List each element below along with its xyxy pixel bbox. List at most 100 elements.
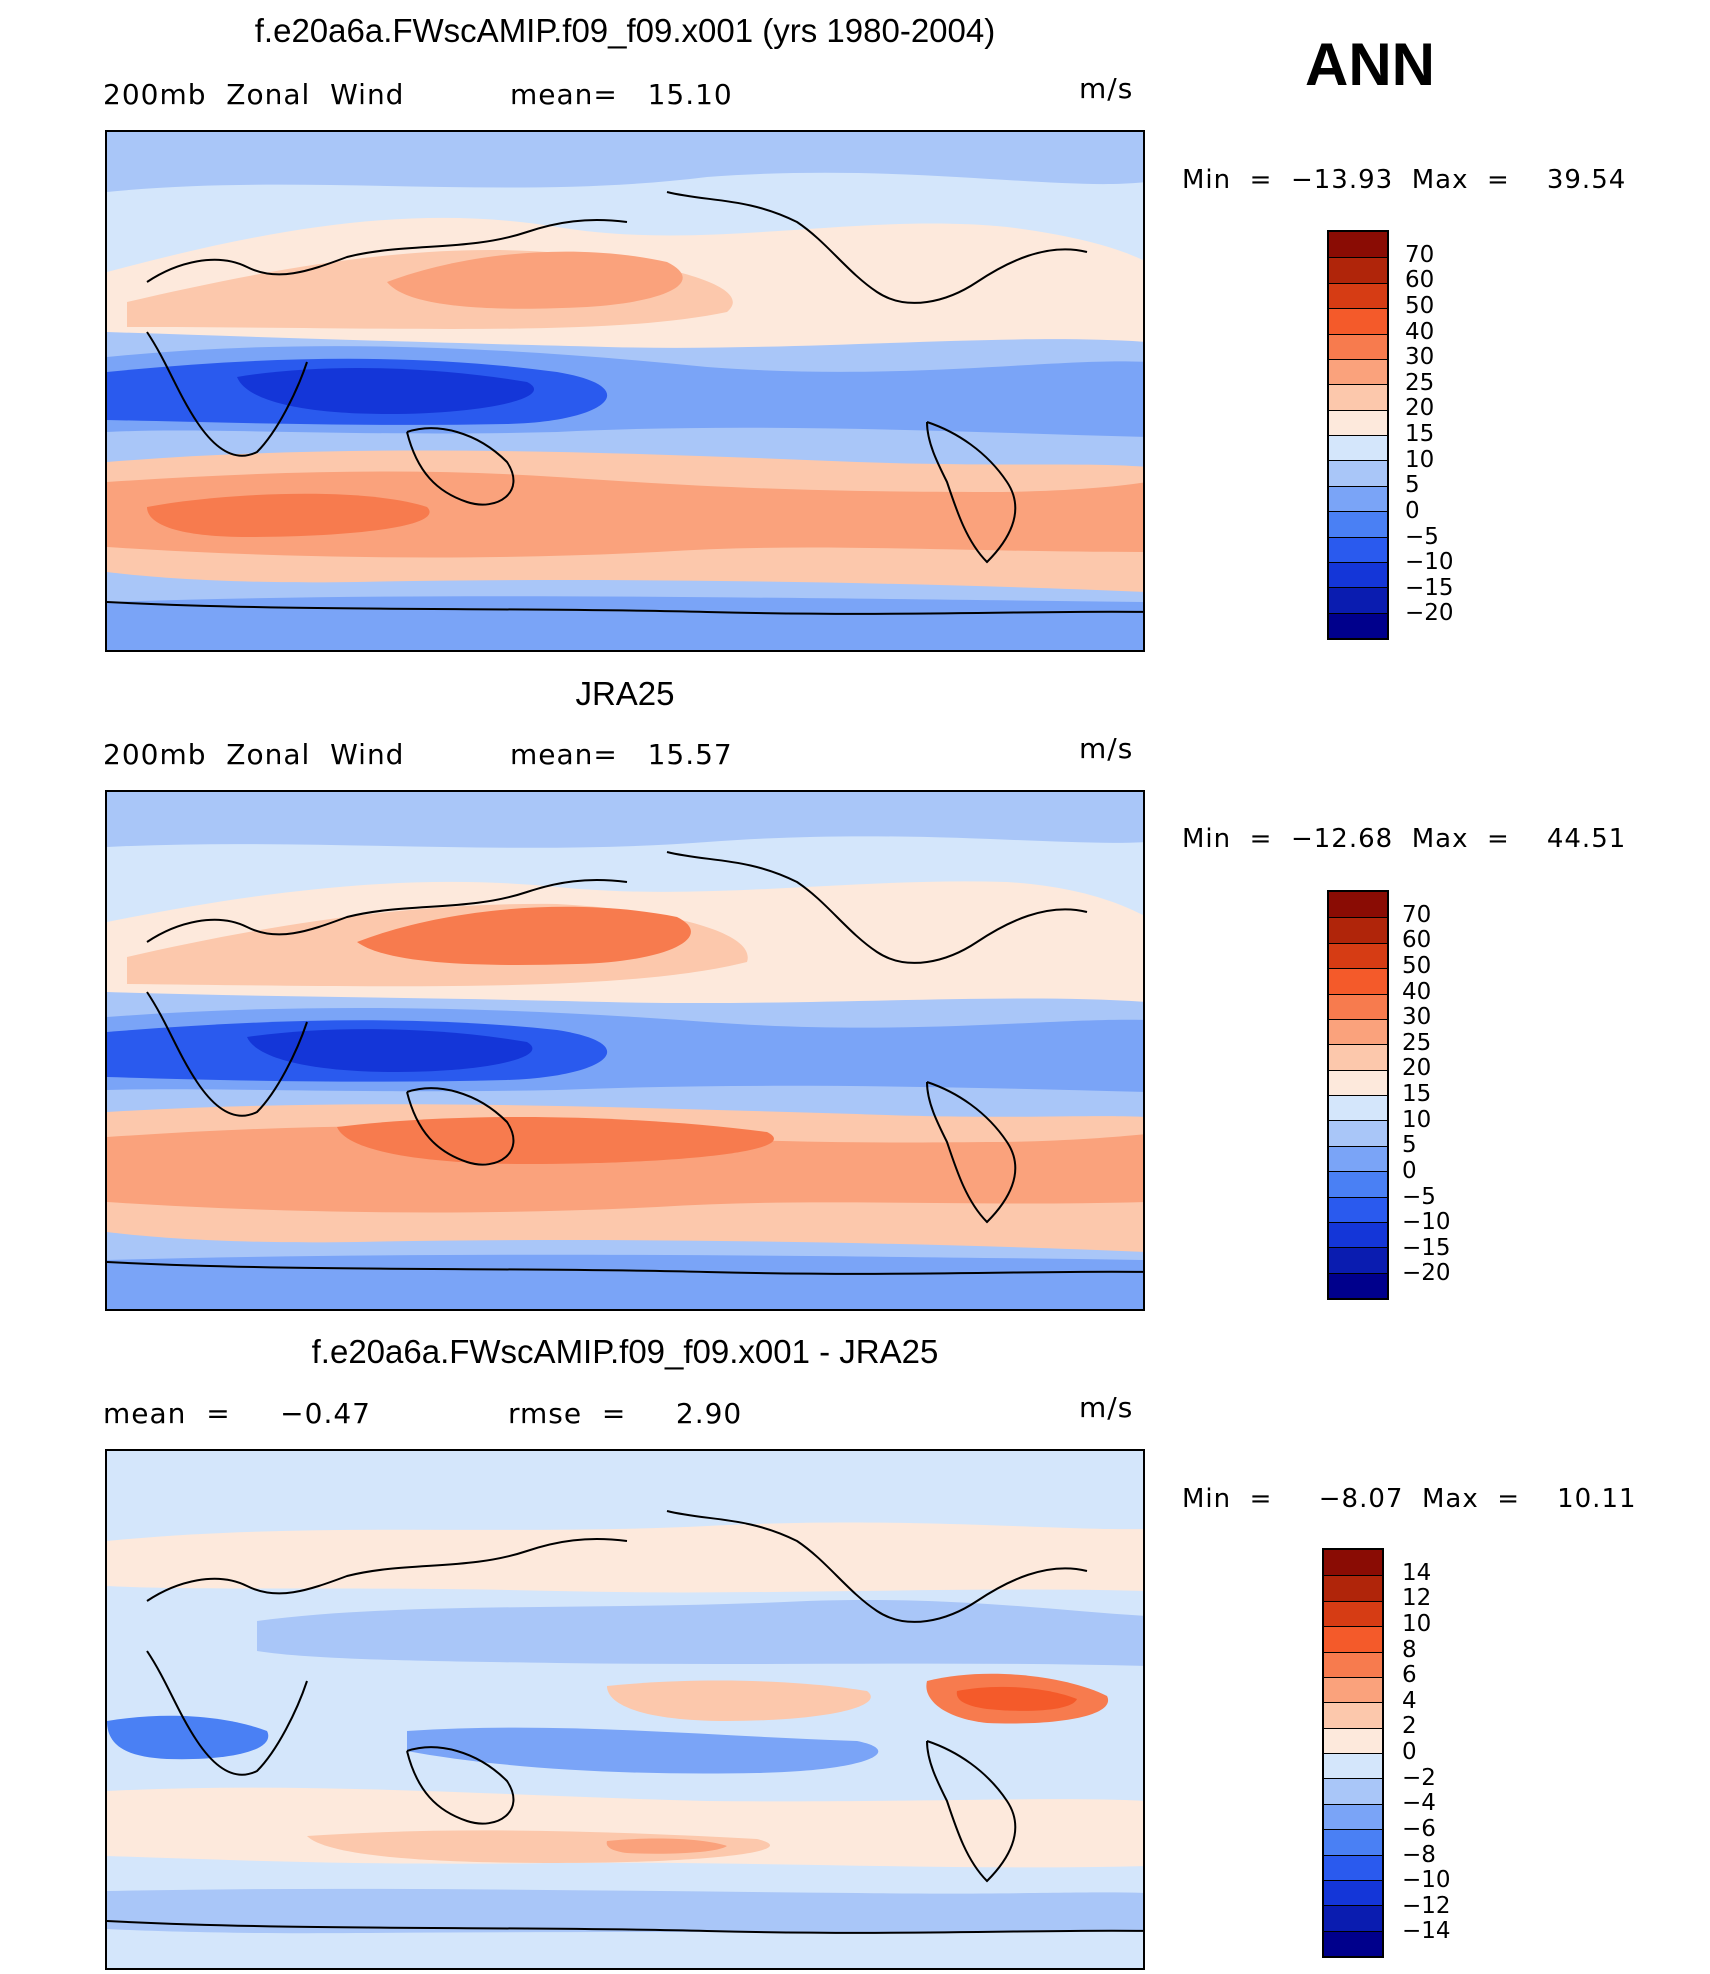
- colorbar-tick-label: −5: [1405, 523, 1439, 550]
- colorbar-swatch: [1329, 308, 1387, 334]
- panel1-colorbar: [1327, 230, 1389, 640]
- colorbar-tick-label: 20: [1402, 1055, 1432, 1082]
- colorbar-swatch: [1324, 1778, 1382, 1804]
- colorbar-tick-label: 50: [1405, 292, 1435, 319]
- panel1-contour-tropics-min: [237, 367, 535, 414]
- colorbar-tick-label: −2: [1402, 1764, 1436, 1791]
- colorbar-swatch: [1324, 1803, 1382, 1830]
- panel3-minmax-label: Min = −8.07 Max = 10.11: [1182, 1484, 1637, 1514]
- colorbar-swatch: [1329, 435, 1387, 461]
- colorbar-swatch: [1329, 1018, 1387, 1045]
- colorbar-tick-label: 2: [1402, 1713, 1417, 1740]
- colorbar-tick-label: 10: [1402, 1610, 1432, 1637]
- colorbar-swatch: [1329, 1120, 1387, 1146]
- panel2-contour-tropics-min: [247, 1029, 533, 1072]
- colorbar-swatch: [1329, 917, 1387, 943]
- panel3-map: [105, 1449, 1145, 1970]
- colorbar-swatch: [1329, 1069, 1387, 1095]
- colorbar-swatch: [1329, 282, 1387, 309]
- panel2-colorbar: [1327, 890, 1389, 1300]
- colorbar-swatch: [1329, 485, 1387, 512]
- colorbar-swatch: [1324, 1930, 1382, 1956]
- colorbar-tick-label: −15: [1405, 574, 1454, 601]
- colorbar-tick-label: 70: [1402, 901, 1432, 928]
- colorbar-swatch: [1329, 1272, 1387, 1298]
- colorbar-swatch: [1329, 460, 1387, 486]
- colorbar-tick-label: −14: [1402, 1918, 1451, 1945]
- panel3-contour-midlat-neg: [257, 1600, 1143, 1666]
- panel2-contour-sh-jet-core: [107, 1126, 1143, 1213]
- colorbar-tick-label: −10: [1402, 1867, 1451, 1894]
- panel3-contour-tropics-pos: [607, 1680, 871, 1721]
- colorbar-tick-label: 6: [1402, 1662, 1417, 1689]
- panel2-mean-label: mean= 15.57: [510, 738, 733, 771]
- panel3-mean-label: mean = −0.47: [103, 1397, 371, 1430]
- panel3-contour-sh-neg: [407, 1727, 879, 1774]
- panel3-title: f.e20a6a.FWscAMIP.f09_f09.x001 - JRA25: [311, 1333, 939, 1370]
- panel3-rmse-label: rmse = 2.90: [508, 1397, 743, 1430]
- colorbar-swatch: [1329, 587, 1387, 613]
- panel2-contour-polar: [107, 1254, 1143, 1309]
- colorbar-tick-label: −8: [1402, 1841, 1436, 1868]
- colorbar-tick-label: 20: [1405, 395, 1435, 422]
- colorbar-tick-label: −20: [1405, 600, 1454, 627]
- colorbar-tick-label: 10: [1402, 1106, 1432, 1133]
- colorbar-swatch: [1329, 1095, 1387, 1121]
- colorbar-tick-label: 5: [1402, 1132, 1417, 1159]
- panel3-units-label: m/s: [1079, 1391, 1134, 1424]
- panel1-mean-label: mean= 15.10: [510, 78, 733, 111]
- colorbar-tick-label: 30: [1402, 1004, 1432, 1031]
- colorbar-tick-label: −10: [1405, 549, 1454, 576]
- colorbar-swatch: [1329, 1247, 1387, 1273]
- colorbar-tick-label: 10: [1405, 446, 1435, 473]
- colorbar-swatch: [1329, 612, 1387, 638]
- colorbar-tick-label: 5: [1405, 472, 1420, 499]
- colorbar-swatch: [1324, 1905, 1382, 1931]
- colorbar-swatch: [1324, 1676, 1382, 1703]
- colorbar-swatch: [1329, 892, 1387, 918]
- panel1-contour-nh-jet-max: [387, 251, 683, 309]
- colorbar-tick-label: 25: [1402, 1029, 1432, 1056]
- panel1-contour-polar: [107, 596, 1143, 650]
- colorbar-swatch: [1329, 561, 1387, 588]
- colorbar-tick-label: −12: [1402, 1892, 1451, 1919]
- colorbar-swatch: [1329, 1221, 1387, 1248]
- colorbar-tick-label: 25: [1405, 369, 1435, 396]
- colorbar-tick-label: 14: [1402, 1559, 1432, 1586]
- colorbar-tick-label: 15: [1405, 421, 1435, 447]
- colorbar-swatch: [1324, 1753, 1382, 1779]
- colorbar-swatch: [1324, 1575, 1382, 1601]
- colorbar-tick-label: 60: [1405, 267, 1435, 294]
- panel2-coastline: [107, 851, 1143, 1275]
- colorbar-tick-label: −15: [1402, 1234, 1451, 1261]
- colorbar-tick-label: 15: [1402, 1081, 1432, 1107]
- colorbar-swatch: [1324, 1702, 1382, 1728]
- colorbar-tick-label: 50: [1402, 952, 1432, 979]
- colorbar-swatch: [1329, 409, 1387, 435]
- colorbar-tick-label: 60: [1402, 927, 1432, 954]
- panel2-variable-label: 200mb Zonal Wind: [103, 738, 405, 771]
- colorbar-swatch: [1324, 1727, 1382, 1753]
- colorbar-swatch: [1329, 257, 1387, 283]
- colorbar-tick-label: −5: [1402, 1183, 1436, 1210]
- panel1-coastline: [107, 191, 1143, 615]
- colorbar-tick-label: −6: [1402, 1815, 1436, 1842]
- panel3-contour-sh-pos-max: [606, 1838, 727, 1854]
- colorbar-swatch: [1329, 333, 1387, 359]
- colorbar-tick-label: 40: [1405, 318, 1435, 345]
- colorbar-swatch: [1324, 1854, 1382, 1880]
- colorbar-swatch: [1329, 511, 1387, 537]
- colorbar-swatch: [1329, 232, 1387, 258]
- colorbar-tick-label: −10: [1402, 1209, 1451, 1236]
- panel2-contour-nh-jet-max: [357, 906, 691, 965]
- panel3-coastline: [107, 1510, 1143, 1934]
- panel3-contour-africa-neg: [107, 1715, 269, 1760]
- season-label: ANN: [1305, 31, 1435, 98]
- colorbar-tick-label: 0: [1405, 497, 1420, 524]
- colorbar-swatch: [1324, 1550, 1382, 1576]
- colorbar-swatch: [1329, 1171, 1387, 1197]
- panel1-contour-sh-jet-max: [147, 493, 430, 537]
- colorbar-swatch: [1329, 1196, 1387, 1222]
- colorbar-swatch: [1329, 1145, 1387, 1172]
- colorbar-tick-label: 70: [1405, 241, 1435, 268]
